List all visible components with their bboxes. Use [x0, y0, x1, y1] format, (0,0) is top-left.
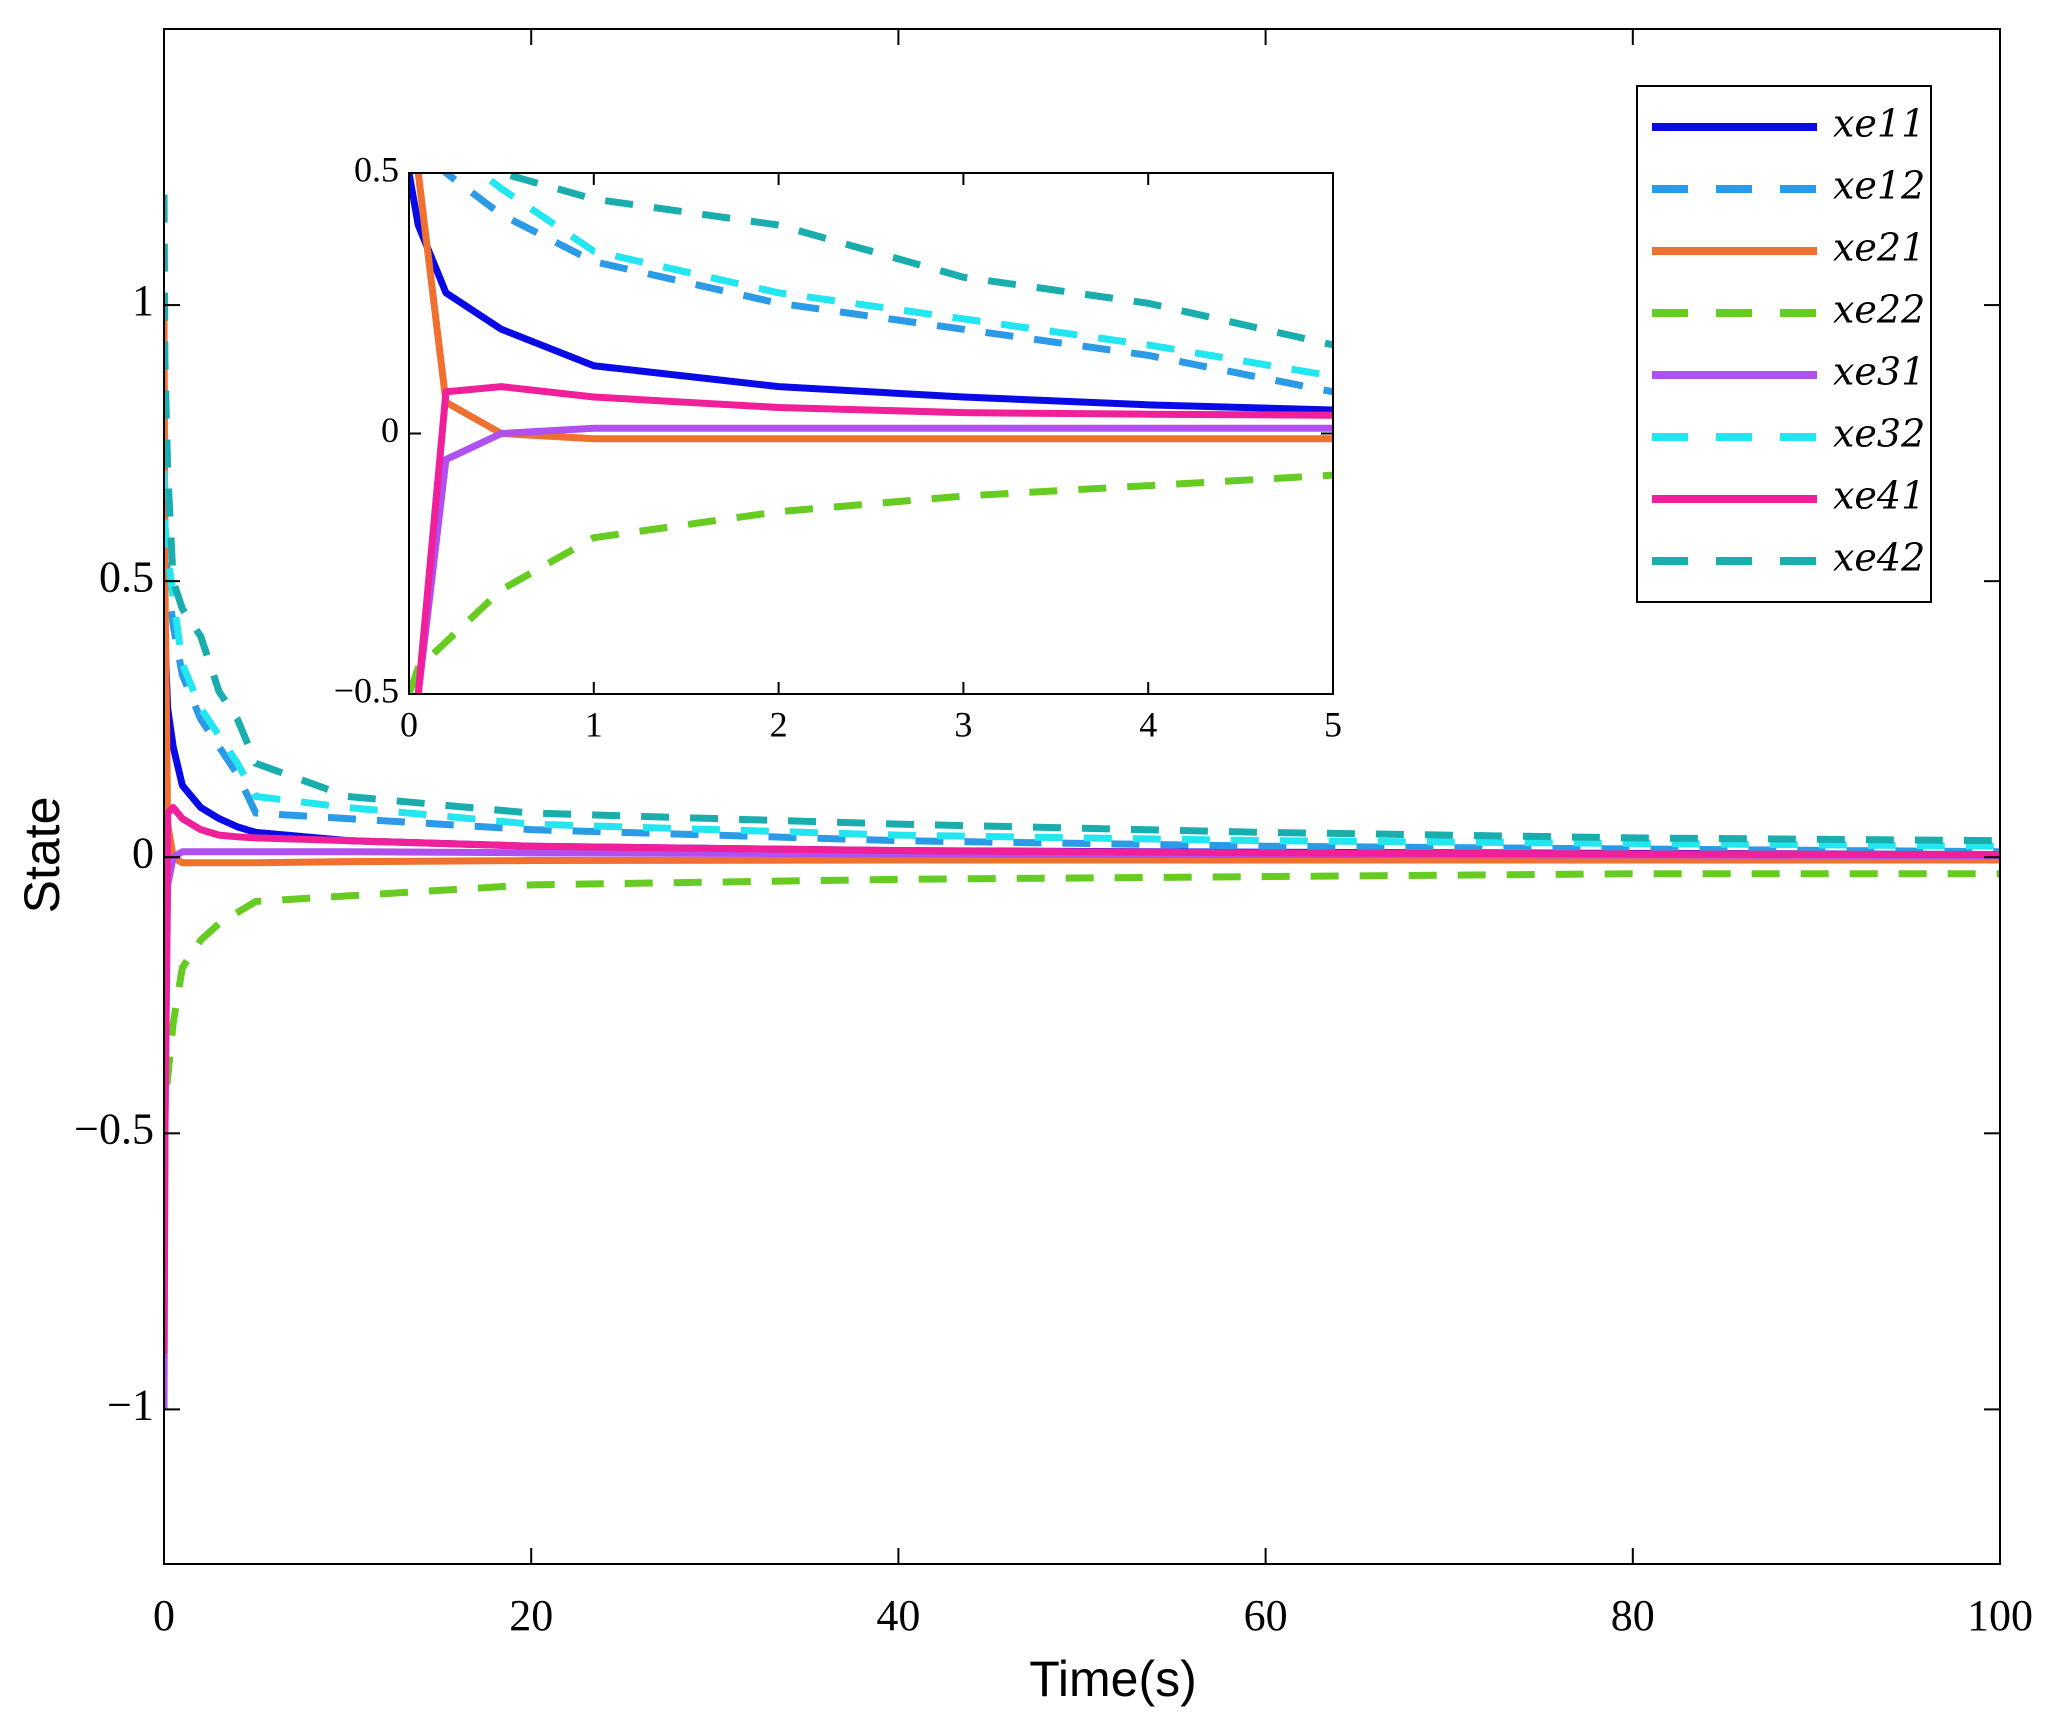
series-line: [414, 383, 1333, 694]
y-tick-label: 1: [132, 276, 154, 325]
y-tick-label: −0.5: [334, 670, 399, 710]
legend-label: xe41: [1833, 474, 1925, 518]
legend-label: xe42: [1833, 536, 1925, 580]
y-axis-label: State: [14, 797, 70, 914]
y-tick-label: −1: [107, 1380, 154, 1429]
series-line: [409, 173, 1333, 414]
x-tick-label: 0: [153, 1591, 175, 1640]
y-tick-label: 0: [132, 828, 154, 877]
x-tick-label: 4: [1139, 704, 1157, 744]
series-line: [414, 173, 1333, 443]
x-tick-label: 40: [876, 1591, 920, 1640]
plot-lines: [164, 194, 2000, 1410]
axes-frame: [163, 28, 2001, 1565]
legend-label: xe12: [1833, 164, 1925, 208]
plot-lines: [409, 173, 1333, 694]
x-tick-label: 0: [400, 704, 418, 744]
series-line: [164, 470, 2000, 850]
x-axis-label: Time(s): [1029, 1651, 1197, 1707]
x-tick-label: 5: [1324, 704, 1342, 744]
legend-label: xe32: [1833, 412, 1925, 456]
x-tick-label: 60: [1244, 1591, 1288, 1640]
x-tick-label: 2: [770, 704, 788, 744]
series-line: [474, 173, 1333, 380]
y-tick-label: −0.5: [74, 1104, 154, 1153]
series-line: [164, 870, 2000, 1134]
y-tick-label: 0: [381, 410, 399, 450]
series-line: [409, 471, 1333, 694]
legend-box: [1636, 85, 1932, 603]
x-tick-label: 20: [509, 1591, 553, 1640]
x-tick-label: 100: [1967, 1591, 2033, 1640]
series-line: [441, 173, 1333, 396]
series-line: [497, 173, 1333, 349]
x-tick-label: 80: [1611, 1591, 1655, 1640]
series-line: [164, 194, 2000, 845]
x-tick-label: 1: [585, 704, 603, 744]
legend-label: xe22: [1833, 288, 1925, 332]
legend-label: xe11: [1833, 102, 1925, 146]
y-tick-label: 0.5: [99, 552, 154, 601]
x-tick-label: 3: [954, 704, 972, 744]
legend-label: xe31: [1833, 350, 1925, 394]
y-tick-label: 0.5: [354, 149, 399, 189]
series-line: [414, 424, 1333, 694]
legend-label: xe21: [1833, 226, 1925, 270]
series-line: [164, 804, 2000, 1355]
